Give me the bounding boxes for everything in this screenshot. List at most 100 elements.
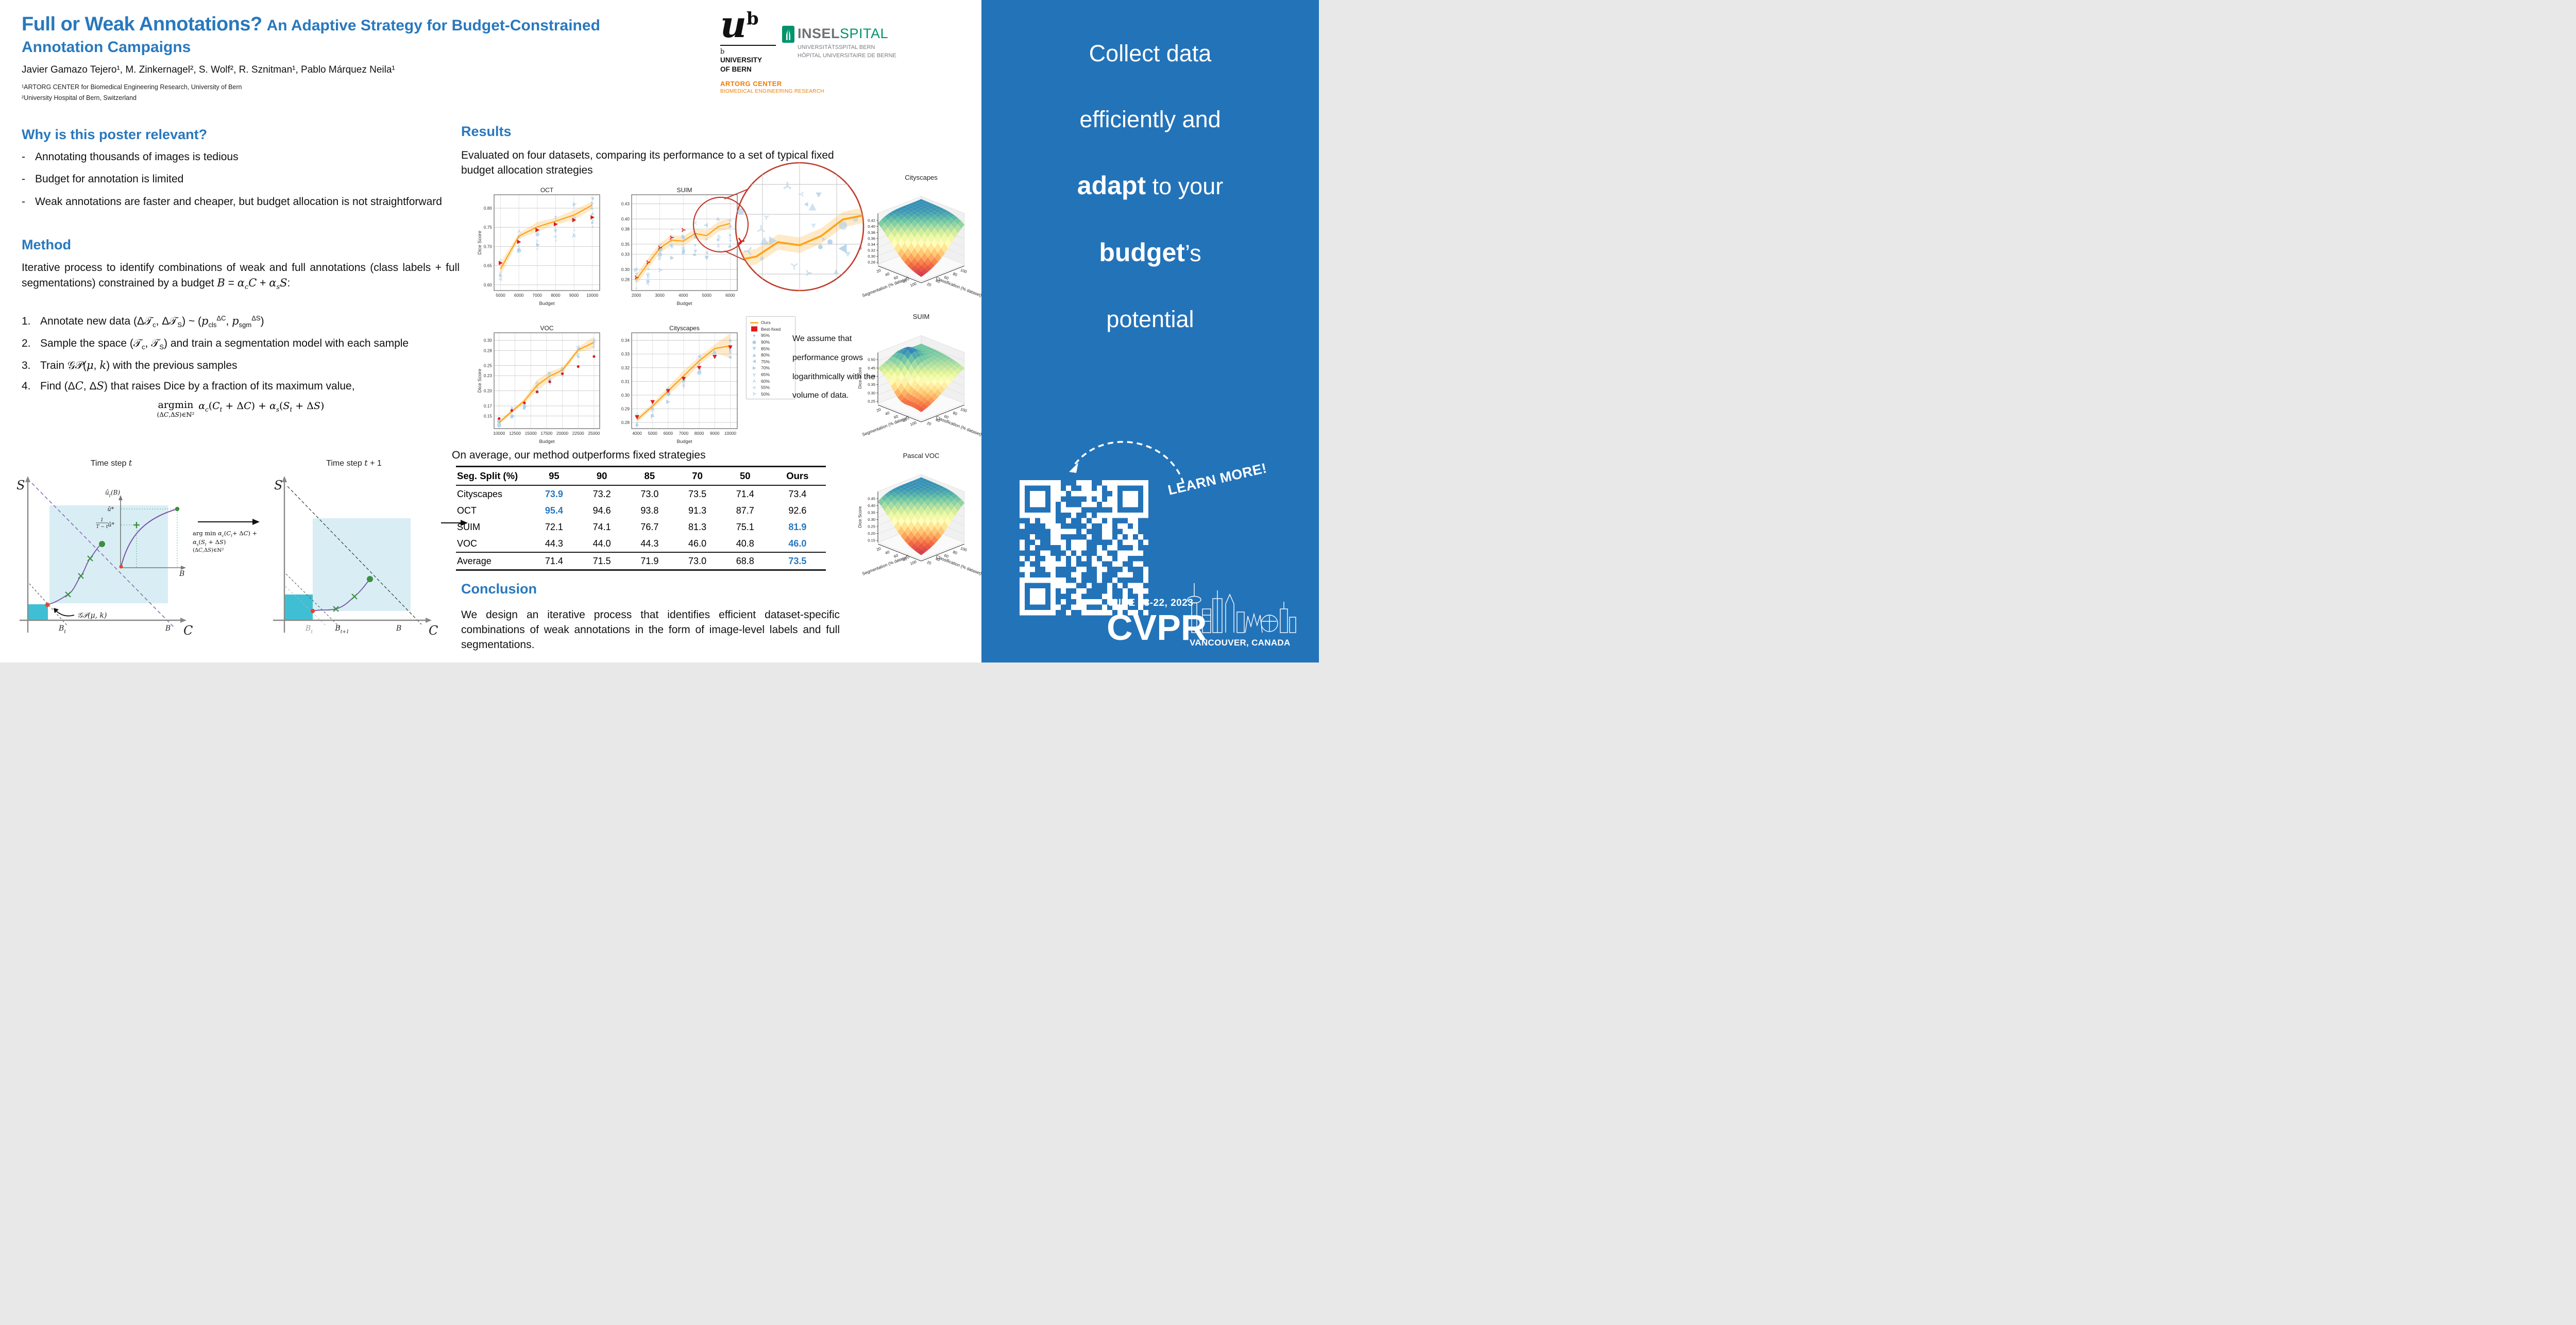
surface-cityscapes: Cityscapes 0.28 0.30 0.32 0.34 0.36 0.38 0.40 0.…: [843, 172, 983, 313]
diagram-t1-title: Time step t + 1: [326, 458, 382, 468]
svg-text:0.42: 0.42: [868, 218, 875, 223]
svg-text:60: 60: [943, 553, 949, 558]
svg-text:20: 20: [876, 546, 882, 552]
svg-text:0.30: 0.30: [621, 267, 630, 272]
table-row-suim: SUIM 72.1 74.1 76.7 81.3 75.1 81.9: [457, 521, 807, 532]
why-heading: Why is this poster relevant?: [22, 127, 208, 142]
cvpr-logo: CVPR: [1107, 607, 1207, 648]
sidebar: Collect data efficiently and adapt to your…: [981, 0, 1319, 662]
inselspital-logo: INSELSPITAL UNIVERSITÄTSSPITAL BERN HÔPI…: [782, 26, 921, 60]
budget-line-Bt1: [285, 573, 341, 628]
svg-text:80: 80: [902, 556, 907, 562]
results-heading: Results: [461, 124, 512, 139]
table-header-3: 85: [625, 466, 674, 486]
plot-suim: 2000 3000 4000 5000 6000 0.28 0.30 0.33 0.35 0.38…: [614, 186, 740, 310]
budget-line-B: [31, 483, 175, 628]
spent-budget-region: [28, 604, 48, 620]
svg-text:20: 20: [876, 407, 882, 413]
budget-line-Bt: [29, 583, 69, 627]
plot-cityscapes: 4000 5000 6000 7000 8000 9000 10000 0.28 0.29 0.3…: [614, 325, 740, 448]
curved-arrow-icon: [1069, 440, 1184, 484]
svg-text:15000: 15000: [525, 431, 537, 436]
svg-text:6000: 6000: [725, 293, 735, 298]
svg-text:6000: 6000: [664, 431, 673, 436]
svg-text:0.28: 0.28: [484, 348, 493, 353]
title-line2: Annotation Campaigns: [22, 39, 191, 56]
s-axis-label: S: [274, 478, 282, 492]
svg-text:60: 60: [943, 275, 949, 280]
sidebar-tagline: Collect data efficiently and adapt to your…: [981, 21, 1319, 352]
svg-text:40: 40: [885, 411, 890, 416]
artorg-center-label: ARTORG CENTER: [720, 80, 782, 88]
current-point: [310, 608, 315, 614]
svg-text:80: 80: [952, 411, 958, 416]
svg-text:8000: 8000: [694, 431, 704, 436]
svg-text:60: 60: [943, 414, 949, 419]
affiliation-2: ²University Hospital of Bern, Switzerlan…: [22, 94, 137, 101]
unibe-logo: ub b UNIVERSITY OF BERN ARTORG CENTER BI…: [720, 7, 828, 94]
svg-text:100: 100: [960, 406, 968, 413]
poster-root: Full or Weak Annotations? An Adaptive St…: [0, 0, 1319, 662]
svg-text:100: 100: [960, 267, 968, 274]
assume-note: We assume that performance grows logarit…: [792, 334, 875, 400]
svg-text:80: 80: [902, 278, 907, 284]
sample-x-markers: [65, 555, 93, 598]
table-header-0: Seg. Split (%): [456, 466, 530, 486]
c-axis-label: C: [429, 623, 438, 638]
sample-x-markers: [333, 593, 358, 612]
why-bullets: - Annotating thousands of images is tedio…: [22, 150, 460, 217]
table-header-1: 95: [530, 466, 578, 486]
svg-text:22500: 22500: [572, 431, 584, 436]
method-step-2: 2. Sample the space (𝒯c, 𝒯S) and train a …: [22, 337, 409, 351]
svg-text:0.28: 0.28: [621, 420, 630, 425]
svg-text:T − t: T − t: [96, 524, 108, 530]
plot-oct: 5000 6000 7000 8000 9000 10000 0.60 0.65 0.70 0.7…: [477, 186, 603, 310]
cvpr-location: VANCOUVER, CANADA: [1190, 638, 1291, 648]
vancouver-skyline-icon: [1187, 583, 1296, 633]
svg-text:0.20: 0.20: [868, 531, 875, 536]
svg-text:0.34: 0.34: [868, 242, 875, 247]
svg-text:8000: 8000: [551, 293, 561, 298]
svg-text:0.25: 0.25: [868, 399, 875, 404]
svg-text:0.30: 0.30: [868, 254, 875, 259]
svg-text:80: 80: [952, 271, 958, 277]
svg-text:Segmentation (% dataset): Segmentation (% dataset): [861, 415, 910, 437]
svg-text:0.43: 0.43: [621, 201, 630, 207]
svg-text:Dice Score: Dice Score: [857, 367, 862, 388]
svg-text:0.60: 0.60: [484, 282, 493, 287]
svg-text:Classification (% dataset): Classification (% dataset): [935, 415, 982, 437]
affiliations: ¹ARTORG CENTER for Biomedical Engineerin…: [22, 82, 712, 103]
authors-line: Javier Gamazo Tejero¹, M. Zinkernagel², …: [22, 64, 395, 75]
table-header-4: 70: [673, 466, 721, 486]
selected-point: [367, 576, 373, 582]
method-heading: Method: [22, 237, 71, 252]
svg-text:3000: 3000: [655, 293, 665, 298]
fraction-point-marker: [133, 522, 140, 528]
svg-text:Pascal VOC: Pascal VOC: [903, 452, 940, 460]
svg-text:4000: 4000: [632, 431, 642, 436]
svg-text:0.35: 0.35: [621, 242, 630, 247]
table-row-average: Average 71.4 71.5 71.9 73.0 68.8 73.5: [456, 552, 826, 570]
tagline-line-2: adapt to your: [1077, 171, 1224, 200]
svg-text:80: 80: [952, 550, 958, 555]
b-tick: B: [396, 624, 401, 633]
unibe-name: UNIVERSITY OF BERN: [720, 56, 762, 73]
svg-text:20: 20: [926, 421, 932, 427]
svg-text:0.32: 0.32: [868, 248, 875, 253]
svg-text:0.31: 0.31: [621, 379, 630, 384]
svg-text:Dice Score: Dice Score: [477, 231, 483, 254]
surface-pascal-voc: Pascal VOC 0.15 0.20 0.25 0.30 0.35 0.40 0.45 Di…: [843, 450, 983, 591]
svg-text:4000: 4000: [679, 293, 688, 298]
tagline-line-3: budget’s: [1099, 238, 1201, 267]
svg-text:0.32: 0.32: [621, 365, 630, 370]
svg-text:12500: 12500: [509, 431, 521, 436]
table-row-cityscapes: Cityscapes 73.9 73.2 73.0 73.5 71.4 73.4: [457, 488, 807, 499]
unibe-small-b: b: [720, 48, 725, 56]
inselspital-icon: [782, 26, 794, 43]
svg-text:0.75: 0.75: [484, 225, 493, 230]
svg-text:40: 40: [885, 271, 890, 277]
search-space-region: [313, 518, 411, 611]
table-caption: On average, our method outperforms fixed…: [452, 449, 706, 461]
legend-entry-60-: 60%: [750, 378, 793, 384]
legend-entry-75-: 75%: [750, 359, 793, 365]
